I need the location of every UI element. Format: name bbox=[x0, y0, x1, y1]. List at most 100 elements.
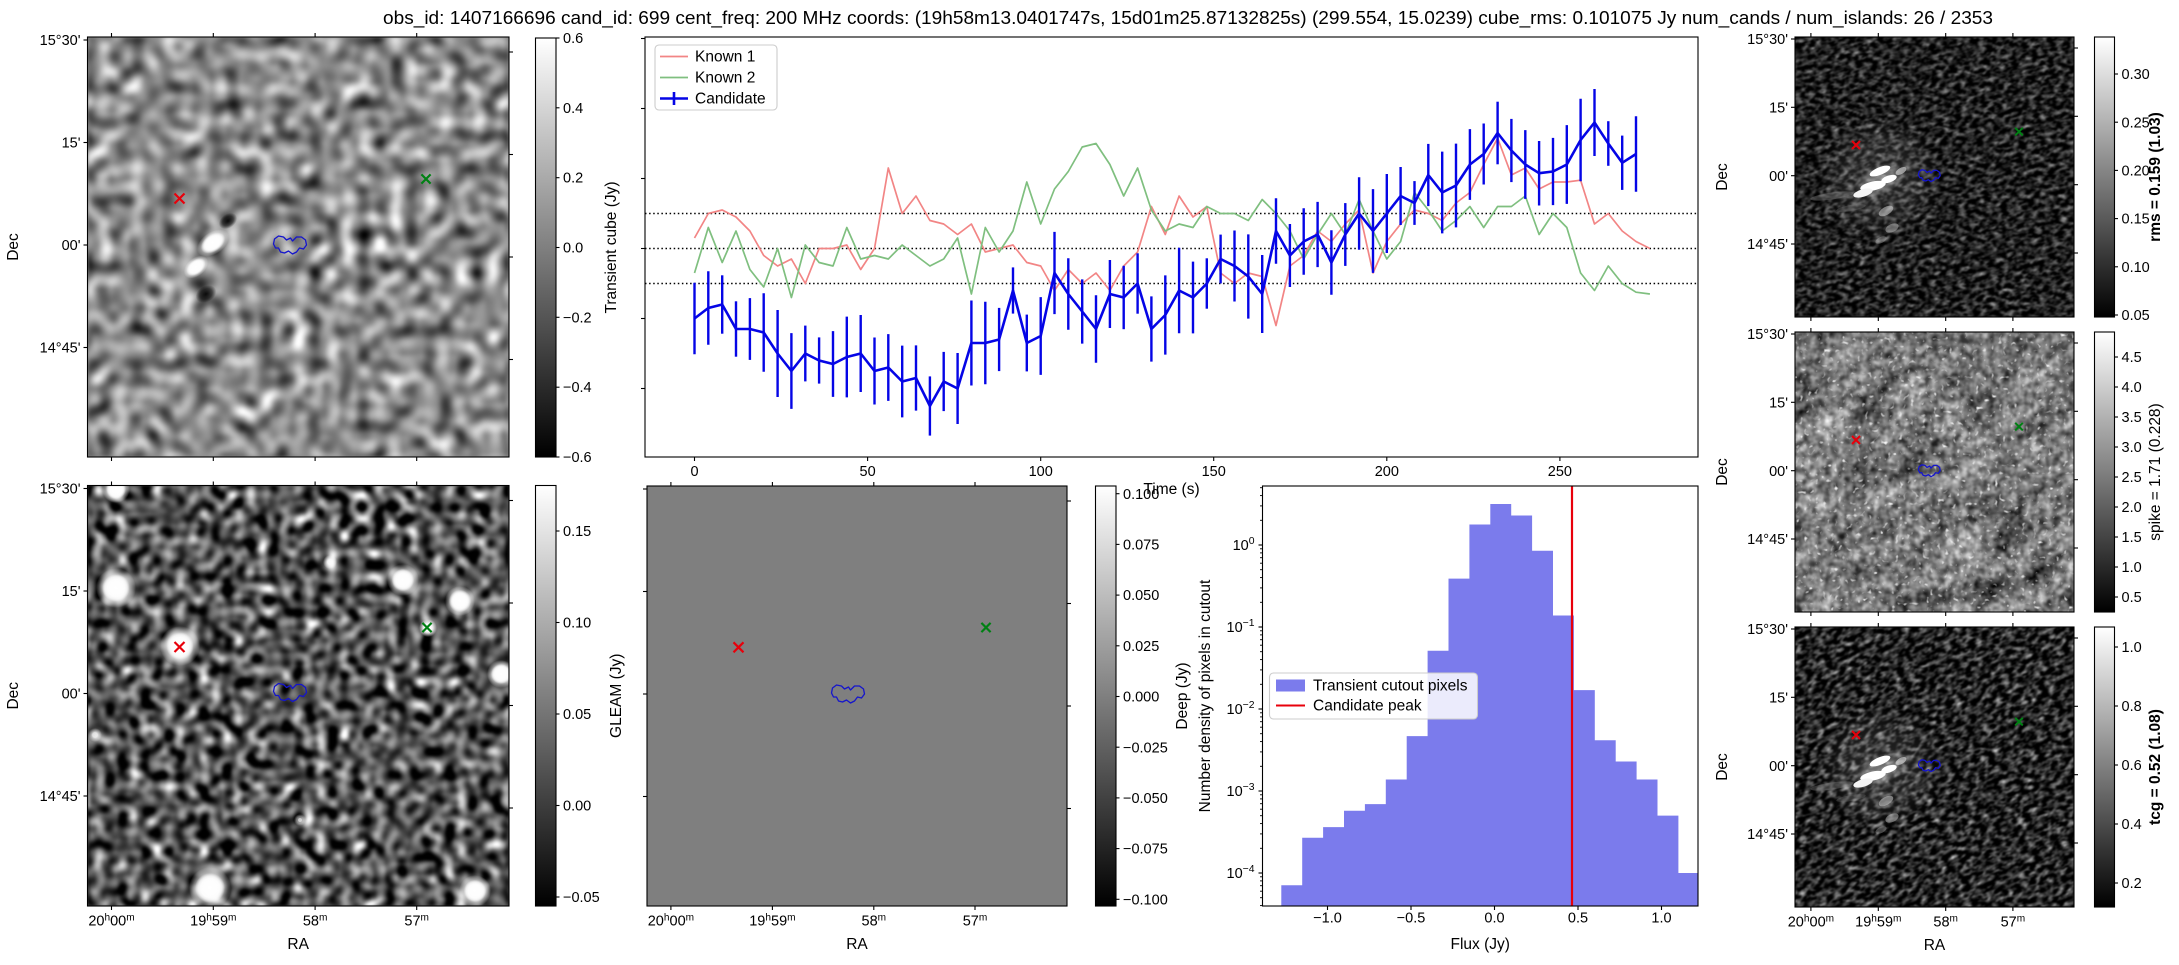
svg-text:Time (s): Time (s) bbox=[1143, 481, 1199, 498]
svg-text:1.0: 1.0 bbox=[1651, 911, 1671, 927]
svg-text:200: 200 bbox=[1375, 464, 1399, 480]
svg-text:15°30': 15°30' bbox=[40, 482, 81, 498]
svg-text:2.0: 2.0 bbox=[2122, 500, 2142, 516]
svg-text:Dec: Dec bbox=[5, 682, 22, 710]
svg-text:Transient cutout pixels: Transient cutout pixels bbox=[1313, 678, 1468, 695]
svg-text:0.00: 0.00 bbox=[563, 799, 591, 815]
svg-text:14°45': 14°45' bbox=[40, 341, 81, 357]
svg-text:Dec: Dec bbox=[1714, 458, 1731, 486]
svg-text:0.075: 0.075 bbox=[1123, 538, 1159, 554]
svg-text:0.0: 0.0 bbox=[1484, 911, 1504, 927]
svg-text:00': 00' bbox=[62, 238, 81, 254]
svg-text:00': 00' bbox=[1769, 169, 1788, 185]
svg-text:0.15: 0.15 bbox=[563, 524, 591, 540]
svg-text:00': 00' bbox=[1769, 759, 1788, 775]
svg-text:tcg = 0.52 (1.08): tcg = 0.52 (1.08) bbox=[2147, 709, 2164, 825]
svg-text:3.0: 3.0 bbox=[2122, 440, 2142, 456]
svg-text:0.5: 0.5 bbox=[2122, 590, 2142, 606]
svg-text:RA: RA bbox=[1924, 937, 1946, 954]
svg-text:−1.0: −1.0 bbox=[1313, 911, 1342, 927]
svg-text:15°30': 15°30' bbox=[1747, 622, 1788, 638]
svg-text:0.0: 0.0 bbox=[563, 241, 583, 257]
svg-text:−0.2: −0.2 bbox=[563, 310, 592, 326]
svg-text:0.30: 0.30 bbox=[2122, 67, 2150, 83]
svg-text:0.4: 0.4 bbox=[2122, 817, 2142, 833]
svg-text:0.6: 0.6 bbox=[563, 31, 583, 47]
svg-text:Transient cube (Jy): Transient cube (Jy) bbox=[603, 181, 620, 313]
svg-text:0.5: 0.5 bbox=[1568, 911, 1588, 927]
svg-text:−0.05: −0.05 bbox=[563, 890, 600, 906]
svg-text:100: 100 bbox=[1029, 464, 1053, 480]
svg-text:−0.4: −0.4 bbox=[563, 380, 592, 396]
svg-text:Known 2: Known 2 bbox=[695, 70, 755, 87]
svg-text:GLEAM (Jy): GLEAM (Jy) bbox=[608, 654, 625, 738]
svg-text:−0.100: −0.100 bbox=[1123, 892, 1168, 908]
svg-text:Dec: Dec bbox=[1714, 753, 1731, 781]
svg-text:−0.050: −0.050 bbox=[1123, 791, 1168, 807]
svg-text:20h00m: 20h00m bbox=[1788, 914, 1834, 931]
svg-text:15': 15' bbox=[1769, 690, 1788, 706]
svg-text:−0.6: −0.6 bbox=[563, 450, 592, 466]
svg-text:0.000: 0.000 bbox=[1123, 690, 1159, 706]
svg-text:20h00m: 20h00m bbox=[648, 913, 694, 930]
svg-text:0.05: 0.05 bbox=[2122, 308, 2150, 324]
svg-text:rms = 0.159 (1.03): rms = 0.159 (1.03) bbox=[2147, 112, 2164, 242]
svg-text:0.025: 0.025 bbox=[1123, 639, 1159, 655]
svg-text:0: 0 bbox=[690, 464, 698, 480]
svg-text:Dec: Dec bbox=[1714, 163, 1731, 191]
svg-text:obs_id: 1407166696 cand_id: 69: obs_id: 1407166696 cand_id: 699 cent_fre… bbox=[383, 7, 1993, 29]
svg-text:Candidate: Candidate bbox=[695, 91, 766, 108]
svg-text:19h59m: 19h59m bbox=[749, 913, 795, 930]
svg-text:250: 250 bbox=[1548, 464, 1572, 480]
svg-text:0.10: 0.10 bbox=[2122, 260, 2150, 276]
svg-text:2.5: 2.5 bbox=[2122, 470, 2142, 486]
svg-text:Number density of pixels in cu: Number density of pixels in cutout bbox=[1197, 579, 1214, 812]
svg-text:15°30': 15°30' bbox=[1747, 327, 1788, 343]
svg-text:0.6: 0.6 bbox=[2122, 758, 2142, 774]
svg-text:spike = 1.71 (0.228): spike = 1.71 (0.228) bbox=[2147, 403, 2164, 540]
svg-text:0.25: 0.25 bbox=[2122, 115, 2150, 131]
svg-text:RA: RA bbox=[287, 936, 309, 953]
svg-text:14°45': 14°45' bbox=[40, 789, 81, 805]
svg-text:Candidate peak: Candidate peak bbox=[1313, 698, 1422, 715]
svg-text:19h59m: 19h59m bbox=[190, 913, 236, 930]
svg-text:20h00m: 20h00m bbox=[88, 913, 134, 930]
svg-text:14°45': 14°45' bbox=[1747, 827, 1788, 843]
svg-text:0.2: 0.2 bbox=[2122, 876, 2142, 892]
svg-text:0.050: 0.050 bbox=[1123, 588, 1159, 604]
svg-text:1.0: 1.0 bbox=[2122, 560, 2142, 576]
svg-text:4.5: 4.5 bbox=[2122, 350, 2142, 366]
svg-text:14°45': 14°45' bbox=[1747, 237, 1788, 253]
svg-text:15': 15' bbox=[62, 136, 81, 152]
svg-text:00': 00' bbox=[1769, 464, 1788, 480]
svg-text:0.20: 0.20 bbox=[2122, 164, 2150, 180]
svg-text:0.10: 0.10 bbox=[563, 616, 591, 632]
svg-text:1.5: 1.5 bbox=[2122, 530, 2142, 546]
svg-text:Known 1: Known 1 bbox=[695, 49, 755, 66]
svg-text:15': 15' bbox=[62, 584, 81, 600]
svg-text:RA: RA bbox=[846, 936, 868, 953]
svg-text:0.4: 0.4 bbox=[563, 101, 583, 117]
svg-text:19h59m: 19h59m bbox=[1855, 914, 1901, 931]
svg-text:0.100: 0.100 bbox=[1123, 487, 1159, 503]
svg-text:−0.025: −0.025 bbox=[1123, 740, 1168, 756]
svg-text:1.0: 1.0 bbox=[2122, 640, 2142, 656]
svg-text:50: 50 bbox=[860, 464, 876, 480]
svg-text:Dec: Dec bbox=[5, 233, 22, 261]
svg-text:0.15: 0.15 bbox=[2122, 212, 2150, 228]
svg-text:Flux (Jy): Flux (Jy) bbox=[1450, 936, 1509, 953]
svg-text:0.2: 0.2 bbox=[563, 171, 583, 187]
svg-text:15°30': 15°30' bbox=[40, 33, 81, 49]
svg-text:−0.075: −0.075 bbox=[1123, 842, 1168, 858]
svg-text:0.8: 0.8 bbox=[2122, 699, 2142, 715]
svg-text:4.0: 4.0 bbox=[2122, 380, 2142, 396]
svg-text:15°30': 15°30' bbox=[1747, 32, 1788, 48]
svg-text:−0.5: −0.5 bbox=[1397, 911, 1426, 927]
svg-text:15': 15' bbox=[1769, 100, 1788, 116]
svg-text:15': 15' bbox=[1769, 395, 1788, 411]
svg-text:Deep (Jy): Deep (Jy) bbox=[1174, 662, 1191, 729]
svg-text:00': 00' bbox=[62, 687, 81, 703]
svg-text:3.5: 3.5 bbox=[2122, 410, 2142, 426]
svg-text:14°45': 14°45' bbox=[1747, 532, 1788, 548]
svg-text:150: 150 bbox=[1202, 464, 1226, 480]
